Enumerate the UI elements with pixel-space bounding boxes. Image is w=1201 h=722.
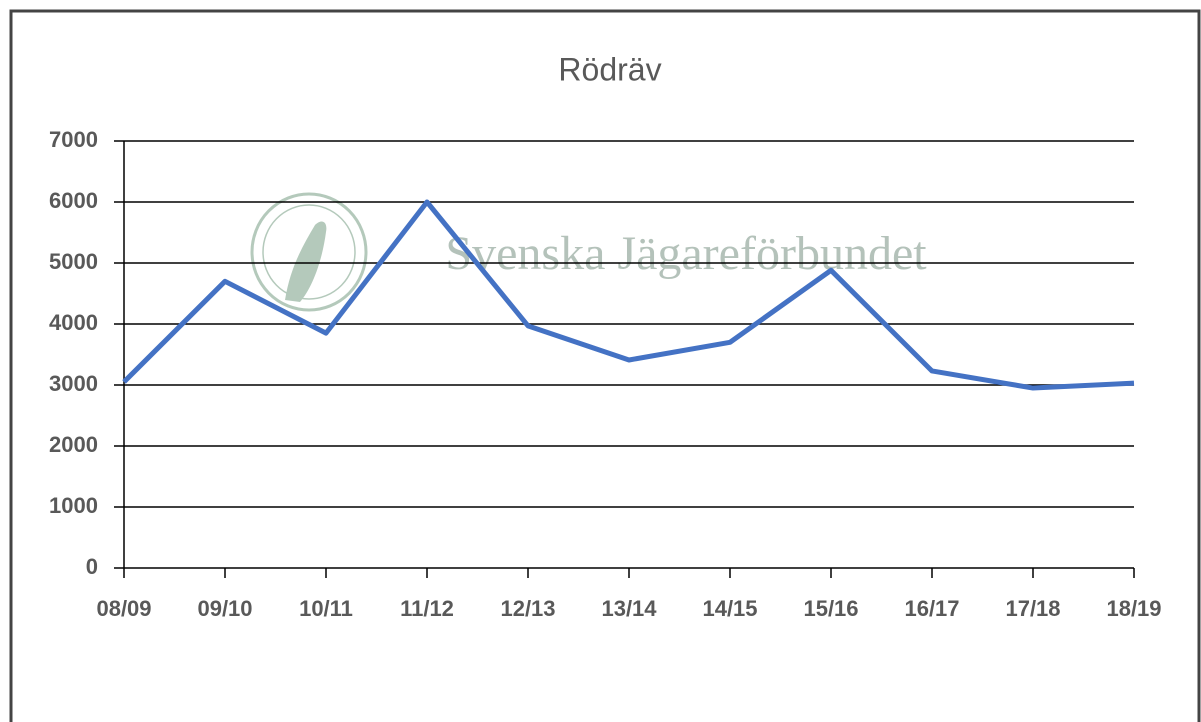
y-tick-label: 3000 xyxy=(49,371,98,396)
x-tick-label: 08/09 xyxy=(96,596,151,621)
y-tick-label: 1000 xyxy=(49,493,98,518)
chart-title: Rödräv xyxy=(558,51,661,87)
y-tick-label: 4000 xyxy=(49,310,98,335)
x-tick-label: 14/15 xyxy=(702,596,757,621)
y-tick-label: 2000 xyxy=(49,432,98,457)
x-tick-label: 17/18 xyxy=(1005,596,1060,621)
x-tick-label: 15/16 xyxy=(803,596,858,621)
x-tick-label: 12/13 xyxy=(500,596,555,621)
data-line xyxy=(122,199,1135,391)
watermark-logo xyxy=(250,192,368,312)
x-tick-label: 11/12 xyxy=(400,596,454,621)
x-tick-label: 16/17 xyxy=(904,596,959,621)
x-tick-label: 13/14 xyxy=(601,596,657,621)
watermark-text: Svenska Jägareförbundet xyxy=(445,227,927,280)
frame xyxy=(9,9,1201,722)
x-tick-label: 18/19 xyxy=(1106,596,1161,621)
y-tick-label: 0 xyxy=(86,554,98,579)
x-tick-label: 10/11 xyxy=(299,596,353,621)
y-tick-label: 7000 xyxy=(49,127,98,152)
x-tick-label: 09/10 xyxy=(197,596,252,621)
y-tick-label: 6000 xyxy=(49,188,98,213)
y-tick-label: 5000 xyxy=(49,249,98,274)
